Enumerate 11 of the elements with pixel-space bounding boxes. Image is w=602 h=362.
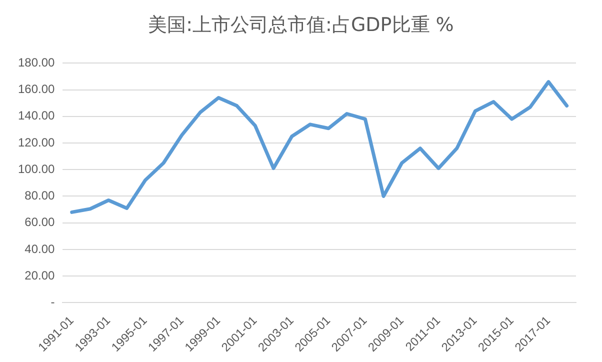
y-tick-label: 40.00 <box>24 242 56 256</box>
y-tick-label: 80.00 <box>24 188 56 203</box>
y-tick-label: 120.00 <box>18 135 56 150</box>
y-tick-label: 160.00 <box>18 82 56 96</box>
y-tick-label: 60.00 <box>24 215 56 230</box>
y-tick-label: 100.00 <box>18 162 56 176</box>
y-tick-label: 180.00 <box>18 56 56 70</box>
y-tick-label: 140.00 <box>18 108 56 123</box>
y-tick-label: 20.00 <box>24 268 56 282</box>
y-tick-label: - <box>50 294 55 309</box>
chart-title: 美国:上市公司总市值:占GDP比重 % <box>147 13 455 38</box>
